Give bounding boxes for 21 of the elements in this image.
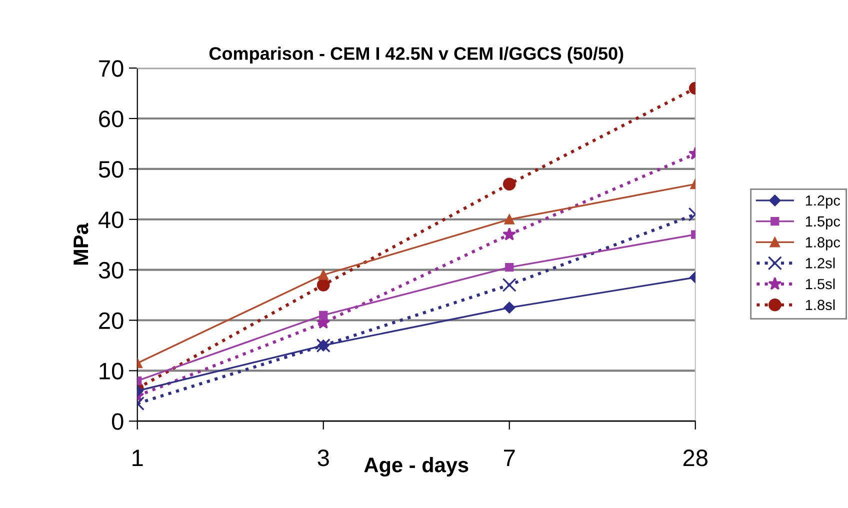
legend-label: 1.8pc xyxy=(806,237,840,250)
legend-label: 1.5sl xyxy=(806,278,835,290)
x-tick-label: 3 xyxy=(318,450,329,466)
legend-label: 1.2sl xyxy=(806,258,835,268)
y-tick-label: 70 xyxy=(99,60,124,77)
x-tick-label: 28 xyxy=(683,450,708,466)
y-tick-label: 40 xyxy=(98,211,124,228)
y-tick-label: 10 xyxy=(100,362,124,380)
x-tick-label: 1 xyxy=(132,450,143,466)
y-tick-label: 0 xyxy=(112,413,124,430)
y-tick-label: 50 xyxy=(98,161,124,178)
legend-label: 1.2pc xyxy=(806,195,840,209)
legend-label: 1.8sl xyxy=(806,299,835,310)
y-axis-title: MPa xyxy=(74,223,88,265)
y-tick-label: 30 xyxy=(98,262,124,279)
x-axis-title: Age - days xyxy=(364,457,468,477)
legend-label: 1.5pc xyxy=(806,216,840,230)
y-tick-label: 60 xyxy=(99,110,124,128)
chart-title: Comparison - CEM I 42.5N v CEM I/GGCS (50/50) xyxy=(209,46,624,64)
x-tick-label: 7 xyxy=(504,450,515,466)
y-tick-label: 20 xyxy=(99,312,124,330)
